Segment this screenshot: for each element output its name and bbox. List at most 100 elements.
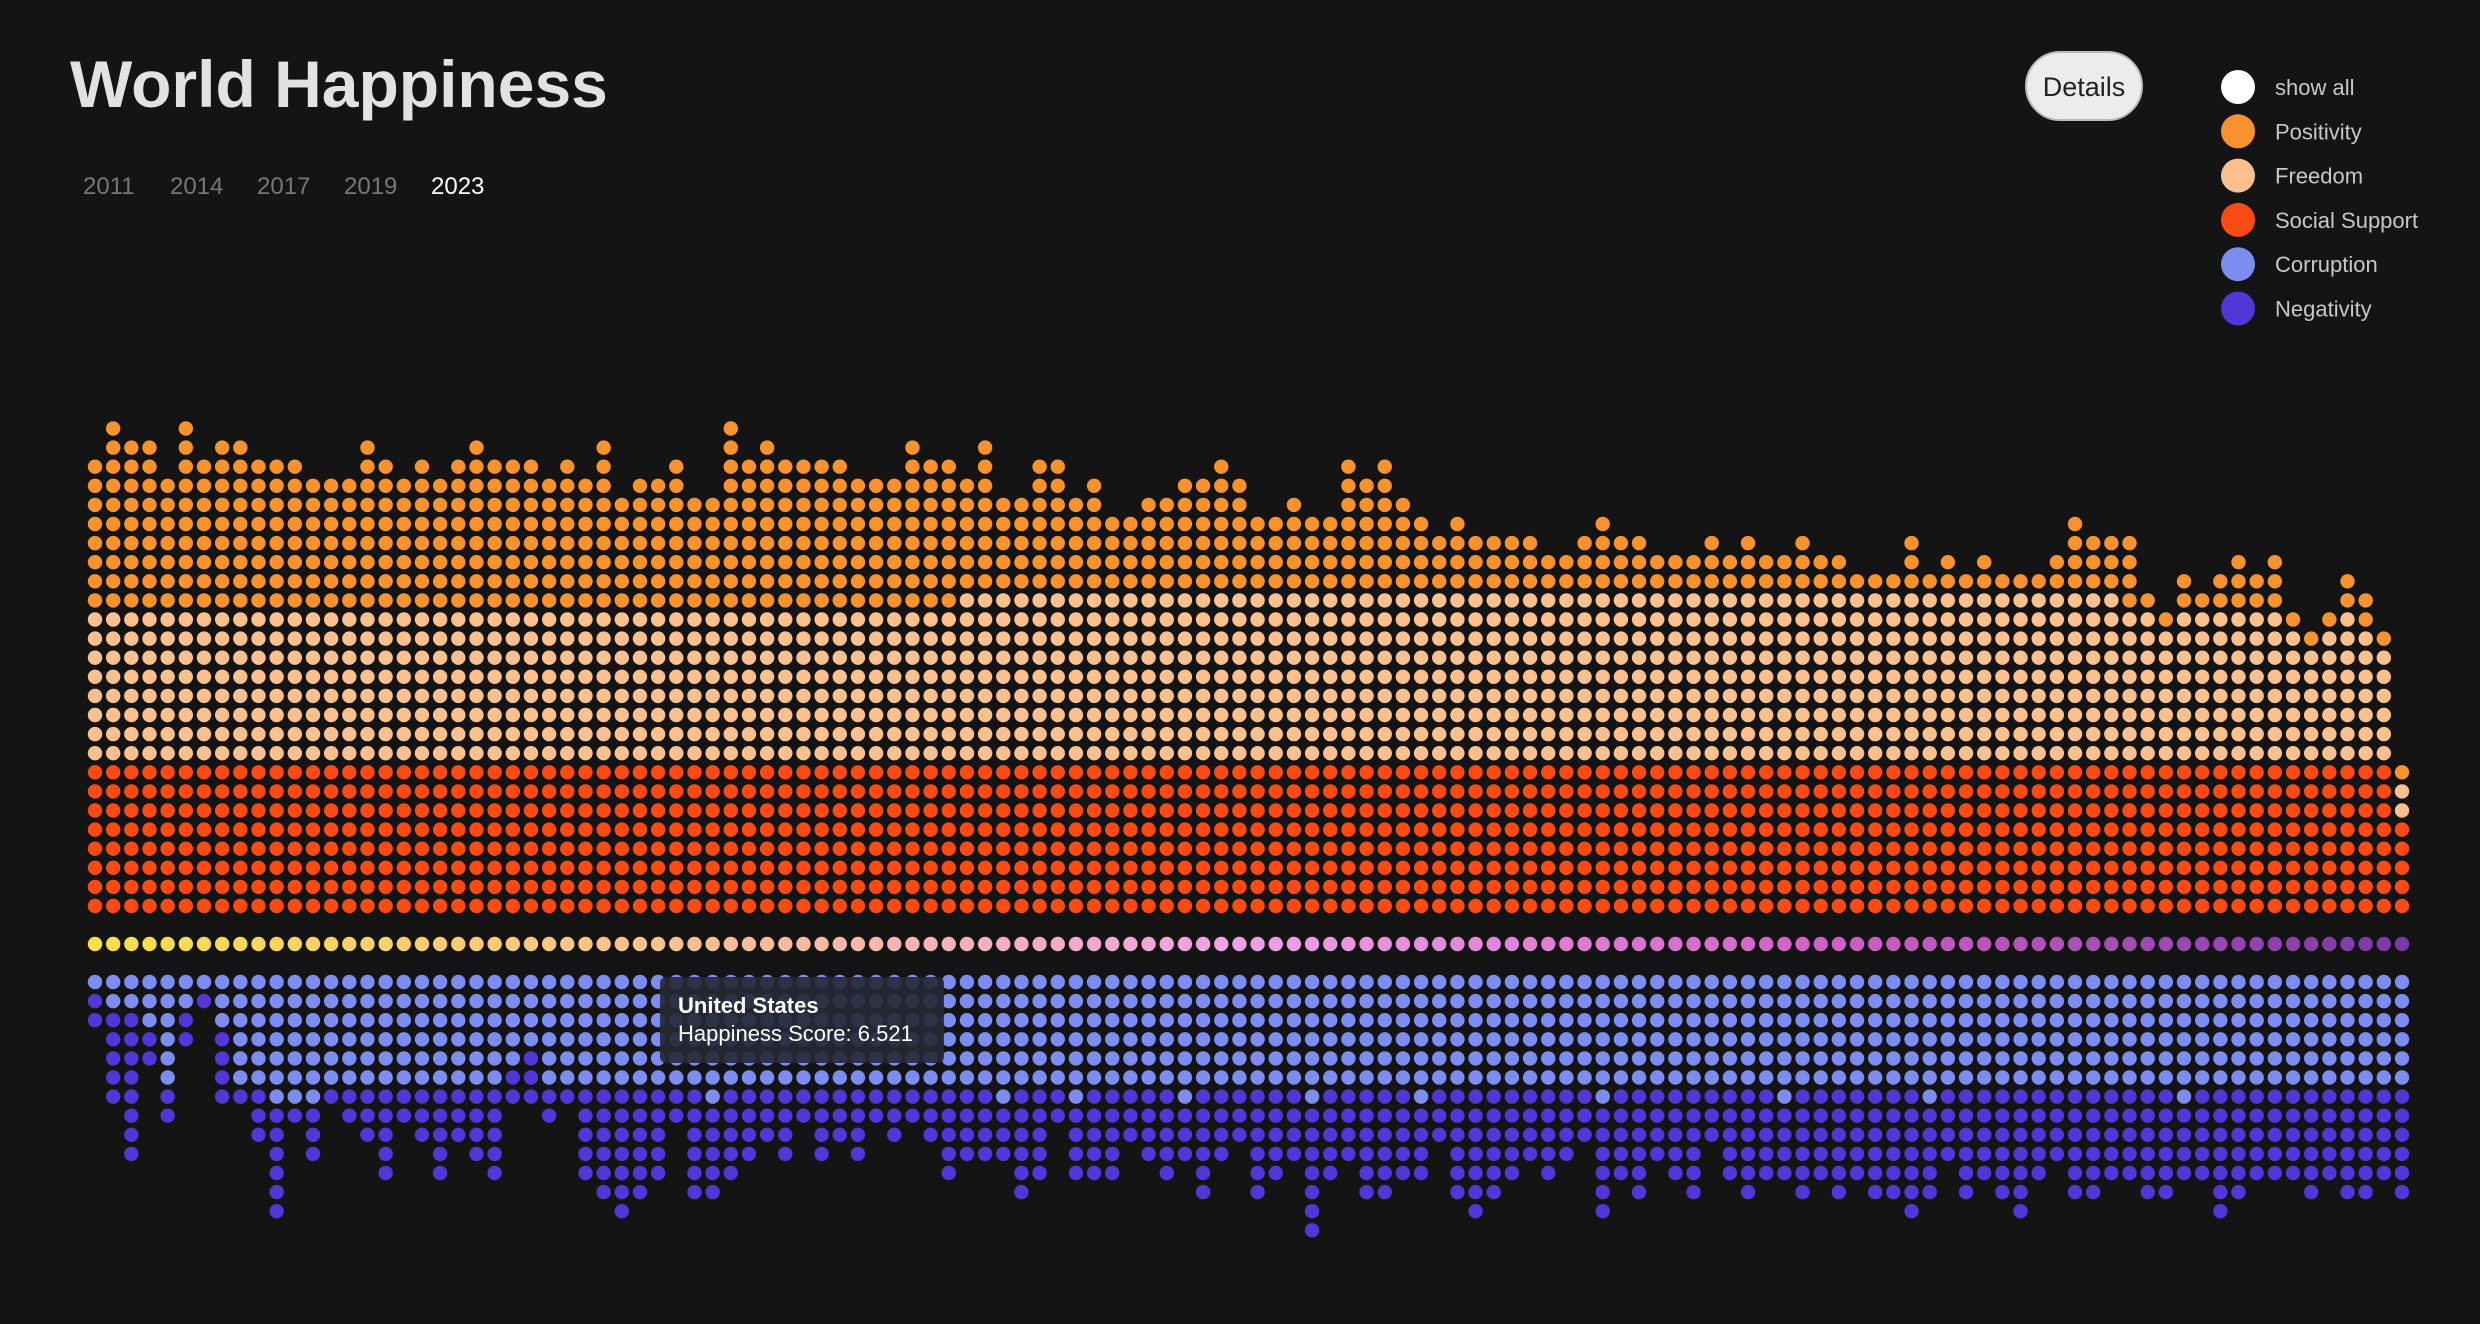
- dot: [1668, 841, 1683, 856]
- dot: [1105, 1146, 1120, 1162]
- year-tab[interactable]: 2011: [83, 173, 135, 200]
- dot: [305, 1070, 321, 1085]
- dot: [124, 650, 139, 665]
- legend-swatch[interactable]: [2221, 158, 2255, 193]
- dot: [1450, 707, 1465, 723]
- year-tab[interactable]: 2023: [431, 173, 484, 200]
- dot: [2104, 1165, 2119, 1181]
- dot: [1868, 860, 1883, 875]
- dot-segment: [1359, 593, 1374, 761]
- dot: [1958, 841, 1974, 856]
- dot: [1432, 726, 1447, 742]
- dot: [1286, 1127, 1302, 1143]
- dot: [233, 650, 248, 665]
- legend-label[interactable]: Negativity: [2275, 297, 2372, 322]
- dot: [1559, 879, 1574, 895]
- dot: [2376, 1051, 2392, 1066]
- dot: [342, 803, 357, 818]
- dot: [1886, 1051, 1901, 1066]
- legend-label[interactable]: Freedom: [2275, 164, 2363, 189]
- dot: [1177, 688, 1193, 704]
- dot: [1086, 631, 1102, 646]
- dot: [1395, 784, 1411, 799]
- dot: [1068, 841, 1084, 856]
- details-button[interactable]: Details: [2025, 51, 2143, 121]
- dot: [251, 974, 266, 990]
- dot: [469, 535, 484, 551]
- legend-swatch[interactable]: [2221, 202, 2255, 237]
- dot: [1976, 1146, 1992, 1162]
- button-bg[interactable]: [2025, 51, 2143, 121]
- dot: [959, 784, 975, 799]
- dot: [1759, 1070, 1774, 1085]
- dot: [287, 765, 303, 780]
- dot: [959, 555, 975, 570]
- legend-label[interactable]: Positivity: [2275, 119, 2362, 144]
- dot: [669, 784, 684, 799]
- dot: [124, 860, 139, 875]
- dot: [451, 574, 466, 589]
- dot: [1432, 765, 1447, 780]
- dot: [269, 898, 284, 914]
- dot: [1886, 860, 1901, 875]
- dot: [1032, 516, 1047, 532]
- dot: [996, 784, 1011, 799]
- dot: [2140, 688, 2155, 704]
- dot: [632, 841, 648, 856]
- year-tab[interactable]: 2017: [257, 173, 310, 200]
- legend-swatch[interactable]: [2221, 114, 2255, 149]
- dot: [1831, 1146, 1847, 1162]
- dot: [1432, 574, 1447, 589]
- year-tab[interactable]: 2014: [170, 173, 223, 200]
- dot: [2267, 1146, 2283, 1162]
- legend-label[interactable]: show all: [2275, 75, 2354, 100]
- dot: [1341, 803, 1356, 818]
- legend-label[interactable]: Social Support: [2275, 208, 2418, 233]
- dot: [2122, 1127, 2137, 1143]
- dot: [996, 1108, 1011, 1123]
- score-dot: [905, 936, 920, 952]
- dot: [1759, 707, 1774, 723]
- legend-label[interactable]: Corruption: [2275, 252, 2378, 277]
- dot: [2340, 879, 2355, 895]
- dot: [1650, 593, 1665, 608]
- dot: [1195, 784, 1211, 799]
- dot: [1105, 1165, 1120, 1181]
- dot: [342, 516, 357, 532]
- score-dot: [850, 936, 866, 952]
- dot-segment: [1559, 765, 1574, 914]
- dot: [2031, 1013, 2046, 1028]
- year-tab[interactable]: 2019: [344, 173, 397, 200]
- dot: [850, 860, 866, 875]
- dot: [87, 593, 103, 608]
- legend-swatch[interactable]: [2221, 70, 2255, 104]
- dot: [1995, 1127, 2010, 1143]
- dot: [196, 707, 212, 723]
- tooltip-text: Happiness Score: 6.521: [678, 1021, 913, 1046]
- dot: [578, 765, 593, 780]
- dot: [1631, 1108, 1647, 1123]
- dot: [1940, 974, 1956, 990]
- dot: [1468, 593, 1483, 608]
- dot: [414, 688, 430, 704]
- dot: [2231, 803, 2246, 818]
- dot: [1359, 860, 1374, 875]
- dot: [451, 593, 466, 608]
- dot: [1450, 688, 1465, 704]
- dot: [124, 478, 139, 493]
- legend-swatch[interactable]: [2221, 291, 2255, 326]
- dot-segment: [1759, 1089, 1774, 1181]
- button-label[interactable]: Details: [2043, 72, 2126, 102]
- dot: [2394, 1070, 2410, 1085]
- dot-segment: [1777, 555, 1792, 589]
- dot: [269, 1127, 284, 1143]
- dot: [1268, 746, 1283, 761]
- dot: [87, 784, 103, 799]
- dot: [1522, 612, 1538, 627]
- dot: [1631, 993, 1647, 1009]
- dot: [1577, 993, 1592, 1009]
- dot: [1541, 1165, 1556, 1181]
- dot: [1468, 1051, 1483, 1066]
- legend-swatch[interactable]: [2221, 247, 2255, 282]
- dot: [414, 612, 430, 627]
